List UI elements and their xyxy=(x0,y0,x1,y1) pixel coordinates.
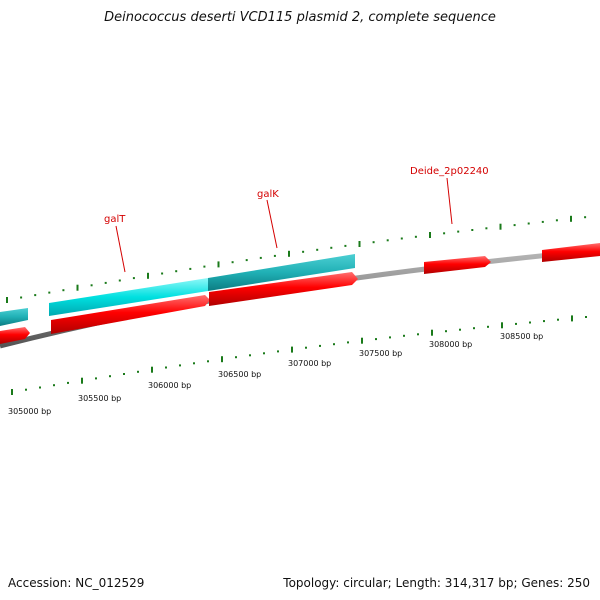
bp-label: 306000 bp xyxy=(148,381,191,390)
accession-text: Accession: NC_012529 xyxy=(8,576,145,590)
gene-arrow-galK[interactable] xyxy=(209,272,358,306)
gene-arrow-left[interactable] xyxy=(0,327,30,344)
bp-label: 305000 bp xyxy=(8,407,51,416)
cds-feature-galK-teal[interactable] xyxy=(208,254,355,291)
bp-label: 308000 bp xyxy=(429,340,472,349)
bp-label: 308500 bp xyxy=(500,332,543,341)
map-title: Deinococcus deserti VCD115 plasmid 2, co… xyxy=(104,10,496,25)
gene-arrow-Deide_2p02240[interactable] xyxy=(424,256,491,274)
bp-label: 307000 bp xyxy=(288,359,331,368)
label-leader-galK xyxy=(266,199,278,249)
label-leader-Deide_2p02240 xyxy=(446,177,453,225)
bp-label: 307500 bp xyxy=(359,349,402,358)
gene-label-galT: galT xyxy=(104,214,126,225)
gene-arrow-right[interactable] xyxy=(542,243,600,262)
bp-label: 305500 bp xyxy=(78,394,121,403)
outer-tick-row xyxy=(6,215,587,303)
topology-summary-text: Topology: circular; Length: 314,317 bp; … xyxy=(283,576,590,590)
cds-feature-left-cyan[interactable] xyxy=(0,308,28,326)
cds-feature-galT-cyan[interactable] xyxy=(49,278,208,316)
gene-label-galK: galK xyxy=(257,189,279,200)
bp-label: 306500 bp xyxy=(218,370,261,379)
gene-arrow-galT[interactable] xyxy=(51,295,210,334)
inner-tick-row xyxy=(11,315,587,395)
label-leader-galT xyxy=(115,225,126,273)
gene-label-Deide_2p02240: Deide_2p02240 xyxy=(410,166,489,177)
